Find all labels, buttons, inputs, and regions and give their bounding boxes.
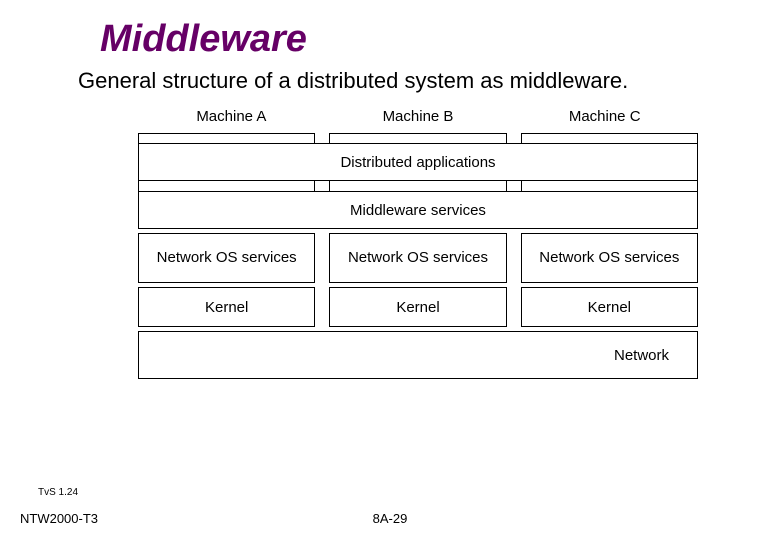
footer-page-number: 8A-29 [373,511,408,526]
reference-small: TvS 1.24 [38,487,78,498]
middleware-services-label: Middleware services [350,202,486,219]
network-os-c: Network OS services [521,233,698,283]
kernel-row: Kernel Kernel Kernel [138,287,698,327]
footer-left: NTW2000-T3 [20,511,98,526]
column-tops [138,133,698,143]
machine-c-label: Machine C [511,108,698,125]
network-label: Network [614,347,669,364]
machine-b-label: Machine B [325,108,512,125]
column-spacer-1 [138,181,698,191]
distributed-applications-row: Distributed applications [138,143,698,181]
machine-a-label: Machine A [138,108,325,125]
kernel-b: Kernel [329,287,506,327]
network-os-a: Network OS services [138,233,315,283]
network-row: Network [138,331,698,379]
machine-labels-row: Machine A Machine B Machine C [138,108,698,125]
kernel-c: Kernel [521,287,698,327]
network-os-b: Network OS services [329,233,506,283]
kernel-a: Kernel [138,287,315,327]
middleware-diagram: Machine A Machine B Machine C Distribute… [138,108,698,379]
middleware-services-row: Middleware services [138,191,698,229]
slide-subtitle: General structure of a distributed syste… [78,68,628,94]
distributed-applications-label: Distributed applications [340,154,495,171]
network-os-row: Network OS services Network OS services … [138,233,698,283]
slide-title: Middleware [100,18,307,61]
